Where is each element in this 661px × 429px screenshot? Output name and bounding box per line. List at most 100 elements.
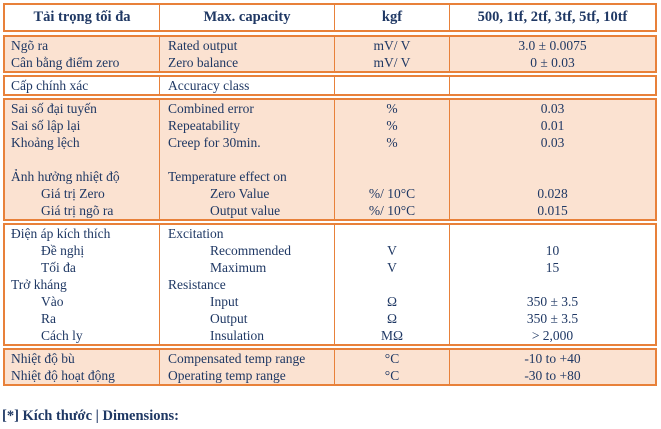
table-header-row: Tải trọng tối đa Max. capacity kgf 500, … [5,5,655,30]
cell-unit: V [334,259,449,276]
section-temp-range: Nhiệt độ bù Compensated temp range °C -1… [3,348,657,386]
header-cell-en: Max. capacity [159,5,334,30]
table-row: Cấp chính xác Accuracy class [5,77,655,94]
cell-en: Output [159,310,334,327]
cell-en: Repeatability [159,117,334,134]
cell-unit: mV/ V [334,54,449,71]
cell-unit: % [334,100,449,117]
cell-unit: %/ 10°C [334,185,449,202]
cell-en: Operating temp range [159,367,334,384]
cell-value: 10 [449,242,655,259]
cell-value: 0.028 [449,185,655,202]
cell-unit [334,77,449,94]
cell-unit [334,276,449,293]
table-row: Vào Input Ω 350 ± 3.5 [5,293,655,310]
table-row: Khoảng lệch Creep for 30min. % 0.03 [5,134,655,151]
cell-en: Maximum [159,259,334,276]
cell-value: 0.01 [449,117,655,134]
section-output: Ngõ ra Rated output mV/ V 3.0 ± 0.0075 C… [3,35,657,73]
table-row: Điện áp kích thích Excitation [5,225,655,242]
cell-value: 3.0 ± 0.0075 [449,37,655,54]
cell-value: 0.03 [449,100,655,117]
cell-unit: % [334,134,449,151]
header-cell-unit: kgf [334,5,449,30]
cell-value: 15 [449,259,655,276]
cell-unit: °C [334,350,449,367]
cell-unit: Ω [334,293,449,310]
cell-vi: Đề nghị [41,243,85,258]
table-row: Ra Output Ω 350 ± 3.5 [5,310,655,327]
cell-unit: °C [334,367,449,384]
cell-value: -10 to +40 [449,350,655,367]
table-row: Giá trị ngõ ra Output value %/ 10°C 0.01… [5,202,655,219]
table-row-blank [5,151,655,168]
cell-en: Compensated temp range [159,350,334,367]
table-row: Đề nghị Recommended V 10 [5,242,655,259]
cell-vi: Ngõ ra [11,38,49,53]
table-row: Ngõ ra Rated output mV/ V 3.0 ± 0.0075 [5,37,655,54]
cell-vi: Ra [41,311,56,326]
cell-value: > 2,000 [449,327,655,344]
cell-vi: Điện áp kích thích [11,226,111,241]
cell-en: Insulation [159,327,334,344]
cell-value: 0 ± 0.03 [449,54,655,71]
dimensions-caption: [*] Kích thước | Dimensions: [2,408,180,424]
cell-value: -30 to +80 [449,367,655,384]
cell-unit: MΩ [334,327,449,344]
cell-value [449,151,655,168]
table-row: Nhiệt độ bù Compensated temp range °C -1… [5,350,655,367]
cell-unit: V [334,242,449,259]
cell-vi: Sai số đại tuyến [11,101,97,116]
cell-value [449,168,655,185]
cell-en: Creep for 30min. [159,134,334,151]
section-error-temp-effect: Sai số đại tuyến Combined error % 0.03 S… [3,98,657,221]
cell-unit [334,225,449,242]
cell-value: 0.03 [449,134,655,151]
cell-value [449,77,655,94]
cell-value [449,276,655,293]
section-excitation-resistance: Điện áp kích thích Excitation Đề nghị Re… [3,223,657,346]
cell-vi: Nhiệt độ bù [11,351,75,366]
cell-unit [334,151,449,168]
cell-en: Accuracy class [159,77,334,94]
cell-vi: Trở kháng [11,277,67,292]
header-cell-vi: Tải trọng tối đa [33,9,131,25]
table-row: Trở kháng Resistance [5,276,655,293]
cell-vi: Sai số lập lại [11,118,81,133]
cell-value [449,225,655,242]
table-row: Tối đa Maximum V 15 [5,259,655,276]
section-accuracy: Cấp chính xác Accuracy class [3,75,657,96]
cell-vi: Giá trị Zero [41,186,105,201]
cell-value: 0.015 [449,202,655,219]
cell-en: Recommended [159,242,334,259]
header-cell-value: 500, 1tf, 2tf, 3tf, 5tf, 10tf [449,5,655,30]
cell-unit: %/ 10°C [334,202,449,219]
cell-en [159,151,334,168]
cell-en: Resistance [159,276,334,293]
cell-unit: mV/ V [334,37,449,54]
cell-en: Zero balance [159,54,334,71]
cell-unit: % [334,117,449,134]
table-row: Giá trị Zero Zero Value %/ 10°C 0.028 [5,185,655,202]
cell-vi: Nhiệt độ hoạt động [11,368,115,383]
table-row: Sai số đại tuyến Combined error % 0.03 [5,100,655,117]
cell-unit [334,168,449,185]
cell-en: Zero Value [159,185,334,202]
cell-vi: Cách ly [41,328,83,343]
cell-value: 350 ± 3.5 [449,293,655,310]
table-row: Cách ly Insulation MΩ > 2,000 [5,327,655,344]
cell-vi: Ảnh hưởng nhiệt độ [11,169,120,184]
table-row: Cân bằng điểm zero Zero balance mV/ V 0 … [5,54,655,71]
cell-en: Rated output [159,37,334,54]
cell-en: Output value [159,202,334,219]
spec-table: Tải trọng tối đa Max. capacity kgf 500, … [3,3,657,386]
table-row: Sai số lập lại Repeatability % 0.01 [5,117,655,134]
cell-vi [5,151,159,168]
cell-vi: Giá trị ngõ ra [41,203,114,218]
table-row: Ảnh hưởng nhiệt độ Temperature effect on [5,168,655,185]
cell-en: Combined error [159,100,334,117]
cell-en: Excitation [159,225,334,242]
cell-en: Temperature effect on [159,168,334,185]
cell-vi: Khoảng lệch [11,135,80,150]
cell-vi: Cân bằng điểm zero [11,55,120,70]
